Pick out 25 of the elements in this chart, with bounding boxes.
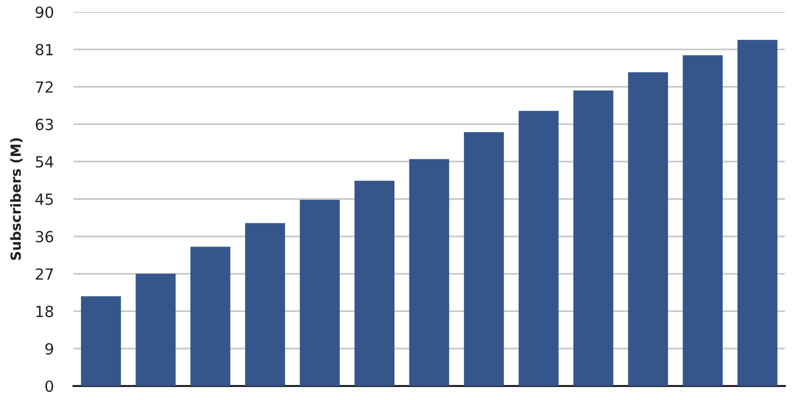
bar (682, 55, 723, 386)
y-tick-label: 0 (45, 380, 54, 392)
y-axis-title: Subscribers (M) (10, 138, 23, 260)
y-tick-label: 27 (36, 268, 53, 280)
bar (354, 180, 394, 386)
bar (518, 110, 559, 386)
y-tick-label: 45 (35, 194, 53, 206)
bar (573, 90, 614, 386)
y-tick-label: 90 (36, 6, 54, 18)
y-tick-label: 18 (36, 306, 54, 318)
bar (136, 274, 176, 386)
bar (190, 246, 230, 386)
bar (409, 159, 450, 386)
bar (245, 223, 286, 386)
y-tick-label: 54 (36, 156, 54, 168)
y-tick-label: 72 (36, 81, 53, 93)
bar (464, 132, 504, 386)
bar (300, 200, 340, 386)
y-tick-label: 9 (45, 343, 54, 355)
y-tick-label: 36 (36, 230, 54, 242)
bar (737, 40, 778, 386)
bar (628, 72, 668, 386)
y-tick-label: 63 (36, 118, 53, 130)
y-tick-label: 81 (36, 44, 53, 56)
bar (80, 296, 121, 386)
